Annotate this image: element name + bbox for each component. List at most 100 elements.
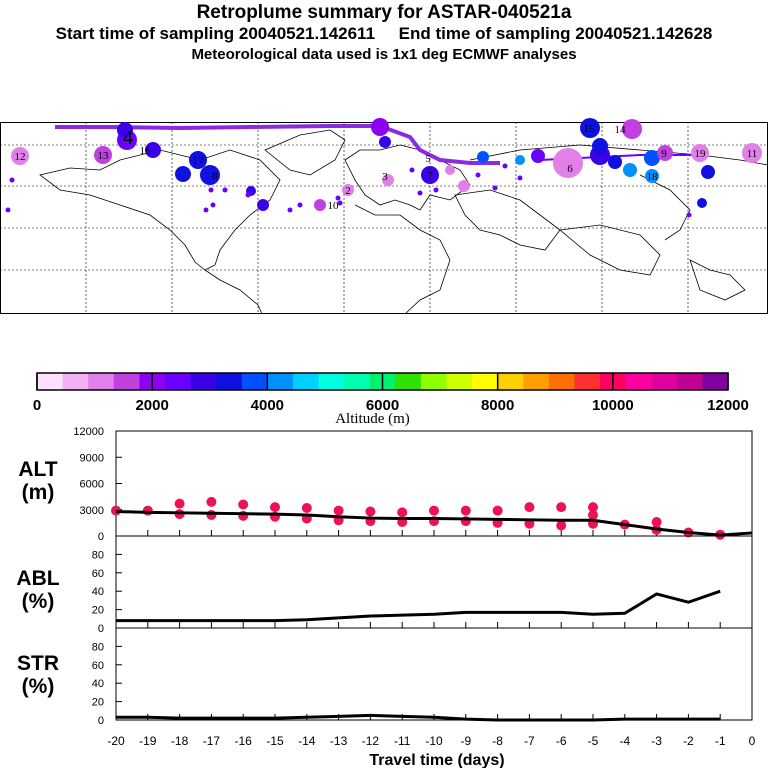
str-ytick-label: 60: [92, 660, 104, 672]
cluster-marker: [701, 165, 715, 179]
cluster-marker: [531, 149, 545, 163]
cluster-marker: [117, 122, 133, 138]
xtick-label: -13: [330, 734, 348, 748]
colorbar-tick-label: 8000: [481, 397, 514, 414]
colorbar-swatch: [446, 373, 473, 390]
str-ytick-label: 0: [98, 715, 104, 727]
trajectory-dot: [297, 202, 303, 208]
cluster-marker: [421, 166, 439, 184]
abl-ytick-label: 60: [92, 568, 104, 580]
trajectory-dot: [433, 187, 439, 193]
alt-scatter-point: [492, 505, 503, 516]
trajectory-dot: [409, 167, 415, 173]
cluster-marker: [11, 147, 29, 165]
alt-scatter-point: [651, 517, 662, 527]
alt-scatter-point: [556, 502, 567, 513]
colorbar-tick-label: 6000: [366, 397, 399, 414]
cluster-marker: [515, 155, 525, 165]
alt-scatter-point: [206, 510, 217, 520]
colorbar-tick-label: 10000: [592, 397, 634, 414]
abl-ylabel-unit: (%): [22, 590, 55, 613]
cluster-marker: [379, 136, 391, 148]
colorbar-swatch: [497, 373, 524, 390]
alt-ylabel: ALT: [18, 458, 57, 481]
xtick-label: -11: [394, 734, 411, 748]
str-ylabel-unit: (%): [22, 675, 55, 698]
str-ytick-label: 20: [92, 697, 104, 709]
cluster-marker: [592, 138, 608, 154]
cluster-marker: [623, 163, 637, 177]
colorbar-tick-label: 0: [33, 397, 41, 414]
cluster-marker: [691, 144, 709, 162]
trajectory-dot: [5, 207, 11, 213]
cluster-marker: [657, 145, 673, 161]
xtick-label: -17: [203, 734, 221, 748]
colorbar-swatch: [395, 373, 422, 390]
xtick-label: -1: [715, 734, 726, 748]
alt-scatter-point: [238, 499, 249, 510]
alt-scatter-point: [206, 496, 217, 507]
alt-scatter-point: [270, 502, 280, 513]
xtick-label: -10: [425, 734, 443, 748]
coastline: [264, 129, 346, 176]
cluster-label: 5: [425, 153, 431, 165]
alt-scatter-point: [588, 502, 598, 513]
cluster-label: 6: [567, 163, 573, 175]
colorbar-tick-label: 2000: [135, 397, 168, 414]
alt-ytick-label: 9000: [80, 452, 104, 464]
xtick-label: -18: [171, 734, 189, 748]
xtick-label: -7: [524, 734, 535, 748]
cluster-marker: [477, 151, 489, 163]
xtick-label: -6: [556, 734, 567, 748]
colorbar-swatch: [190, 373, 217, 390]
alt-scatter-point: [111, 505, 121, 516]
coastline: [559, 224, 661, 276]
alt-scatter-point: [429, 505, 439, 516]
abl-ytick-label: 80: [92, 549, 104, 561]
cluster-marker: [257, 199, 269, 211]
cluster-marker: [608, 155, 622, 169]
x-axis-label: Travel time (days): [369, 752, 504, 768]
coastline: [469, 144, 768, 166]
colorbar-swatch: [651, 373, 678, 390]
cluster-marker: [175, 166, 191, 182]
alt-ylabel-unit: (m): [22, 481, 55, 504]
cluster-label: 9: [661, 148, 667, 160]
cluster-label: 4: [123, 127, 133, 149]
cluster-label: 3: [382, 171, 388, 183]
trajectory-dot: [492, 185, 498, 191]
xtick-label: -20: [107, 734, 125, 748]
xtick-label: -3: [651, 734, 662, 748]
colorbar-swatch: [472, 373, 499, 390]
alt-scatter-point: [365, 506, 376, 517]
abl-ytick-label: 20: [92, 605, 104, 617]
coastline: [344, 144, 471, 211]
cluster-label: 17: [193, 155, 205, 167]
cluster-marker: [200, 165, 220, 185]
str-series-line: [116, 713, 721, 722]
cluster-marker: [445, 165, 455, 175]
cluster-label: 18: [647, 171, 659, 183]
trajectory-dot: [517, 175, 523, 181]
trajectory-dot: [417, 190, 423, 196]
colorbar: 0 2000 4000 6000 8000 10000 12000 Altitude (m): [33, 372, 749, 427]
str-ytick-label: 80: [92, 641, 104, 653]
abl-ytick-label: 0: [98, 623, 104, 635]
cluster-marker: [622, 119, 642, 139]
colorbar-swatch: [548, 373, 575, 390]
cluster-marker: [458, 180, 470, 192]
abl-ytick-label: 40: [92, 586, 104, 598]
colorbar-swatch: [344, 373, 371, 390]
cluster-marker: [189, 151, 207, 169]
cluster-label: 2: [345, 185, 351, 197]
colorbar-swatch: [62, 373, 89, 390]
xtick-label: -14: [298, 734, 316, 748]
alt-scatter-point: [556, 520, 567, 531]
alt-panel: 12000 9000 6000 3000 0 ALT(m): [18, 426, 753, 543]
alt-scatter-point: [301, 503, 312, 513]
cluster-label: 12: [15, 151, 26, 163]
trajectory-dot: [335, 195, 341, 201]
cluster-label: 7: [427, 170, 433, 182]
colorbar-label: Altitude (m): [335, 411, 410, 427]
alt-series-line: [115, 510, 753, 537]
